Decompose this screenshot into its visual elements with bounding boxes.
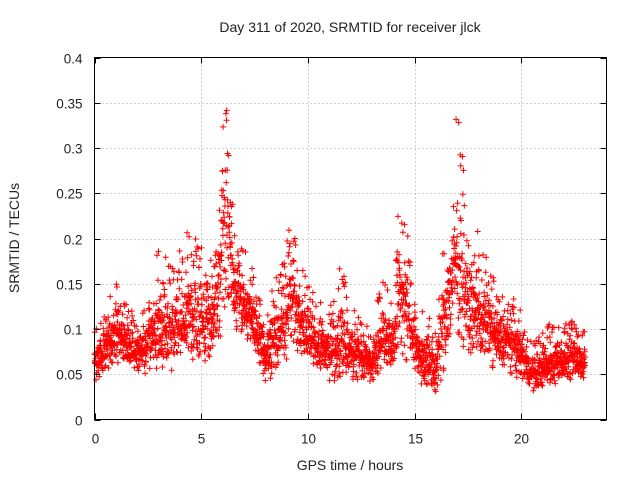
- x-tick-label: 20: [514, 432, 529, 447]
- x-tick-label: 5: [198, 432, 206, 447]
- x-tick-label: 0: [92, 432, 100, 447]
- y-tick-label: 0.4: [64, 52, 83, 67]
- x-axis-label: GPS time / hours: [297, 457, 404, 473]
- y-tick-label: 0.35: [56, 97, 82, 112]
- data-points: [91, 107, 589, 395]
- y-tick-label: 0: [75, 414, 83, 429]
- chart-title: Day 311 of 2020, SRMTID for receiver jlc…: [219, 19, 481, 35]
- ticks: [94, 57, 607, 421]
- grid: [94, 57, 607, 420]
- x-tick-label: 15: [408, 432, 423, 447]
- x-tick-labels: 0 5 10 15 20: [92, 432, 529, 447]
- y-tick-label: 0.05: [56, 368, 82, 383]
- y-tick-labels: 0 0.05 0.1 0.15 0.2 0.25 0.3 0.35 0.4: [56, 52, 83, 429]
- y-axis-label: SRMTID / TECUs: [6, 183, 22, 293]
- y-tick-label: 0.3: [64, 142, 83, 157]
- plot-frame: [94, 57, 607, 420]
- x-tick-label: 10: [301, 432, 316, 447]
- y-tick-label: 0.15: [56, 278, 82, 293]
- y-tick-label: 0.25: [56, 187, 82, 202]
- srmtid-series-points: [91, 107, 589, 395]
- y-tick-label: 0.1: [64, 323, 83, 338]
- y-tick-label: 0.2: [64, 233, 83, 248]
